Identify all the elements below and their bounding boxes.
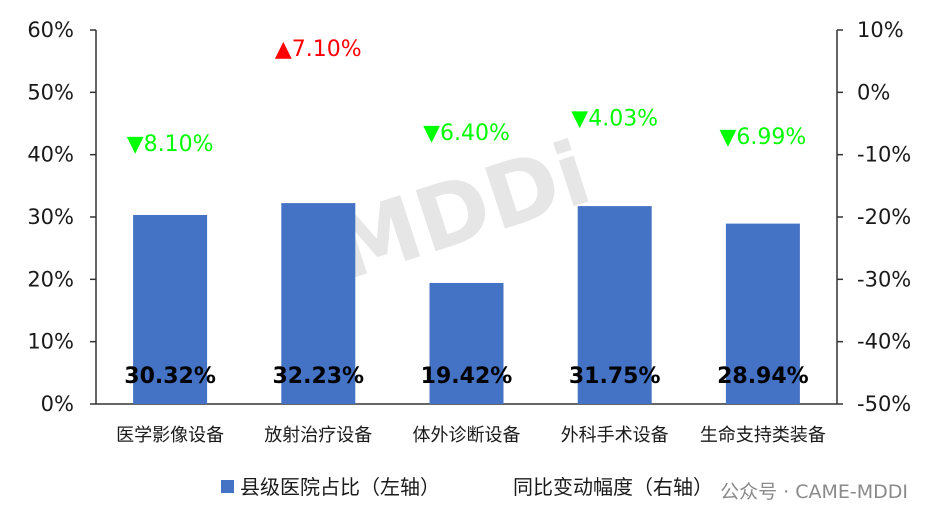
category-label: 医学影像设备 <box>116 425 224 446</box>
bar-value-label: 31.75% <box>569 364 661 389</box>
left-tick-label: 40% <box>27 143 74 167</box>
legend: 县级医院占比（左轴） 同比变动幅度（右轴） <box>221 475 713 499</box>
change-label: ▼8.10% <box>127 132 214 157</box>
left-tick-label: 20% <box>27 267 74 291</box>
category-label: 放射治疗设备 <box>264 425 372 446</box>
credit-text: 公众号 · CAME-MDDI <box>720 481 908 503</box>
category-label: 体外诊断设备 <box>413 425 521 446</box>
right-tick-label: -20% <box>857 205 911 229</box>
left-tick-label: 10% <box>27 330 74 354</box>
change-label: ▼6.99% <box>719 125 806 150</box>
data-labels: 30.32% 32.23% 19.42% 31.75% 28.94% <box>124 364 808 389</box>
legend-label: 县级医院占比（左轴） <box>240 475 440 499</box>
bar-value-label: 32.23% <box>272 364 364 389</box>
legend-label: 同比变动幅度（右轴） <box>513 475 713 499</box>
bar-value-label: 28.94% <box>717 364 809 389</box>
change-label: ▲7.10% <box>275 37 362 62</box>
bar-value-label: 30.32% <box>124 364 216 389</box>
left-tick-label: 30% <box>27 205 74 229</box>
right-tick-label: -10% <box>857 143 911 167</box>
right-tick-label: 0% <box>857 80 890 104</box>
left-tick-label: 50% <box>27 80 74 104</box>
right-tick-label: -50% <box>857 392 911 416</box>
change-label: ▼4.03% <box>571 106 658 131</box>
change-label: ▼6.40% <box>423 121 510 146</box>
category-label: 生命支持类装备 <box>700 425 826 446</box>
left-tick-label: 0% <box>41 392 74 416</box>
bar-value-label: 19.42% <box>421 364 513 389</box>
right-tick-label: -30% <box>857 267 911 291</box>
right-tick-label: 10% <box>857 18 904 42</box>
watermark: MDDi <box>319 121 602 300</box>
left-tick-label: 60% <box>27 18 74 42</box>
right-tick-label: -40% <box>857 330 911 354</box>
legend-swatch <box>221 480 234 493</box>
category-label: 外科手术设备 <box>561 425 669 446</box>
change-labels: ▼8.10% ▲7.10% ▼6.40% ▼4.03% ▼6.99% <box>127 37 807 157</box>
